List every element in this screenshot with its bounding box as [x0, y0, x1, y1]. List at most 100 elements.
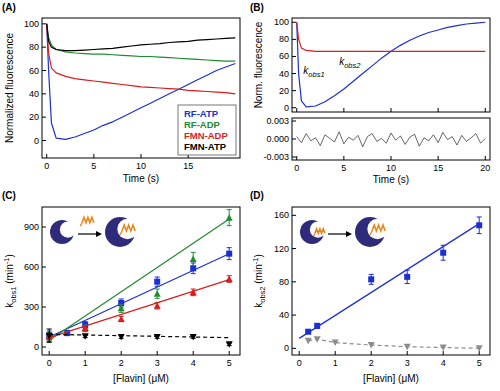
- y-tick-label: 80: [279, 277, 289, 287]
- label-part: ): [253, 254, 264, 257]
- x-tick-label: 5: [91, 161, 96, 171]
- flavin-tail: [80, 223, 82, 227]
- x-tick-label: 0: [297, 358, 302, 368]
- x-tick: [335, 351, 336, 355]
- label-part: -1: [251, 258, 260, 265]
- x-tick-label: 0: [47, 358, 52, 368]
- error-cap: [227, 225, 232, 226]
- x-tick: [485, 108, 486, 112]
- protein-pocket: [117, 219, 137, 239]
- x-tick-label: 5: [227, 358, 232, 368]
- line: [308, 339, 479, 348]
- flavin-icon: [122, 225, 135, 231]
- x-tick: [85, 351, 86, 355]
- x-tick-label: 10: [136, 161, 146, 171]
- point: [154, 290, 161, 297]
- error-bar: [47, 332, 52, 340]
- frame: [42, 207, 240, 355]
- error-bar: [227, 248, 232, 260]
- y-tick: [42, 23, 46, 24]
- y-axis-label: kobs2 (min-1): [251, 254, 267, 308]
- y-tick: [292, 22, 296, 23]
- point: [226, 251, 232, 257]
- y-tick: [42, 267, 46, 268]
- y-tick-label: 40: [279, 69, 289, 79]
- error-bar: [119, 304, 124, 312]
- y-tick-label: 40: [29, 89, 39, 99]
- y-tick-label: -0.003: [263, 152, 289, 162]
- protein-pocket: [310, 221, 326, 237]
- line: [297, 132, 486, 147]
- line: [47, 24, 236, 94]
- arrow: [78, 233, 98, 234]
- y-tick-label: 40: [279, 310, 289, 320]
- scheme: [300, 217, 388, 247]
- arrow-head: [96, 231, 102, 237]
- error-cap: [405, 283, 410, 284]
- flavin-tail: [120, 231, 122, 235]
- error-cap: [119, 312, 124, 313]
- point: [332, 340, 339, 347]
- x-tick-label: 1: [83, 358, 88, 368]
- x-tick: [391, 156, 392, 160]
- error-cap: [369, 274, 374, 275]
- y-tick-label: 100: [274, 17, 289, 27]
- x-tick: [485, 156, 486, 160]
- y-tick: [42, 140, 46, 141]
- error-cap: [477, 216, 482, 217]
- line: [47, 24, 236, 61]
- legend-entry: FMN-ADP: [184, 130, 228, 141]
- arrow-head: [346, 231, 352, 237]
- y-tick-label: 0.000: [266, 134, 289, 144]
- x-tick: [121, 351, 122, 355]
- y-tick: [42, 347, 46, 348]
- error-cap: [369, 284, 374, 285]
- scheme: [50, 217, 138, 247]
- y-tick: [292, 121, 296, 122]
- x-tick-label: 1: [333, 358, 338, 368]
- legend-box: [178, 105, 236, 155]
- x-axis-label: [Flavin] (μM): [363, 373, 419, 384]
- y-tick: [292, 215, 296, 216]
- line: [299, 224, 479, 339]
- panel-label: (A): [2, 2, 16, 13]
- error-cap: [155, 298, 160, 299]
- y-tick: [292, 139, 296, 140]
- y-axis-label: Normalized fluorescence: [4, 33, 15, 143]
- label-part: obs2: [258, 286, 267, 302]
- plot-area: [46, 210, 233, 348]
- x-tick: [49, 351, 50, 355]
- flavin-tail: [314, 233, 316, 236]
- y-tick: [292, 348, 296, 349]
- y-tick: [42, 307, 46, 308]
- error-bar: [155, 277, 160, 286]
- panel-label: (D): [250, 190, 264, 201]
- y-tick-label: 900: [24, 222, 39, 232]
- point: [82, 333, 89, 340]
- point: [154, 334, 161, 341]
- x-tick: [299, 351, 300, 355]
- point: [404, 344, 411, 351]
- error-cap: [191, 265, 196, 266]
- label-part: -1: [2, 258, 11, 265]
- error-bar: [119, 316, 124, 321]
- x-tick-label: 4: [191, 358, 196, 368]
- legend-entry: RF-ADP: [184, 119, 221, 130]
- x-tick-label: 4: [441, 358, 446, 368]
- x-tick: [157, 351, 158, 355]
- error-bar: [191, 252, 196, 265]
- x-tick: [438, 156, 439, 160]
- y-tick: [42, 117, 46, 118]
- label-part: obs1: [308, 70, 324, 79]
- y-tick-label: 80: [279, 34, 289, 44]
- x-tick: [343, 108, 344, 112]
- error-cap: [119, 299, 124, 300]
- y-axis-label: kobs1 (min-1): [2, 254, 18, 308]
- error-bar: [227, 210, 232, 226]
- point: [368, 276, 374, 282]
- line: [49, 254, 229, 337]
- frame: [292, 207, 490, 355]
- y-tick-label: 100: [24, 19, 39, 29]
- point: [404, 274, 410, 280]
- y-tick-label: 0: [34, 136, 39, 146]
